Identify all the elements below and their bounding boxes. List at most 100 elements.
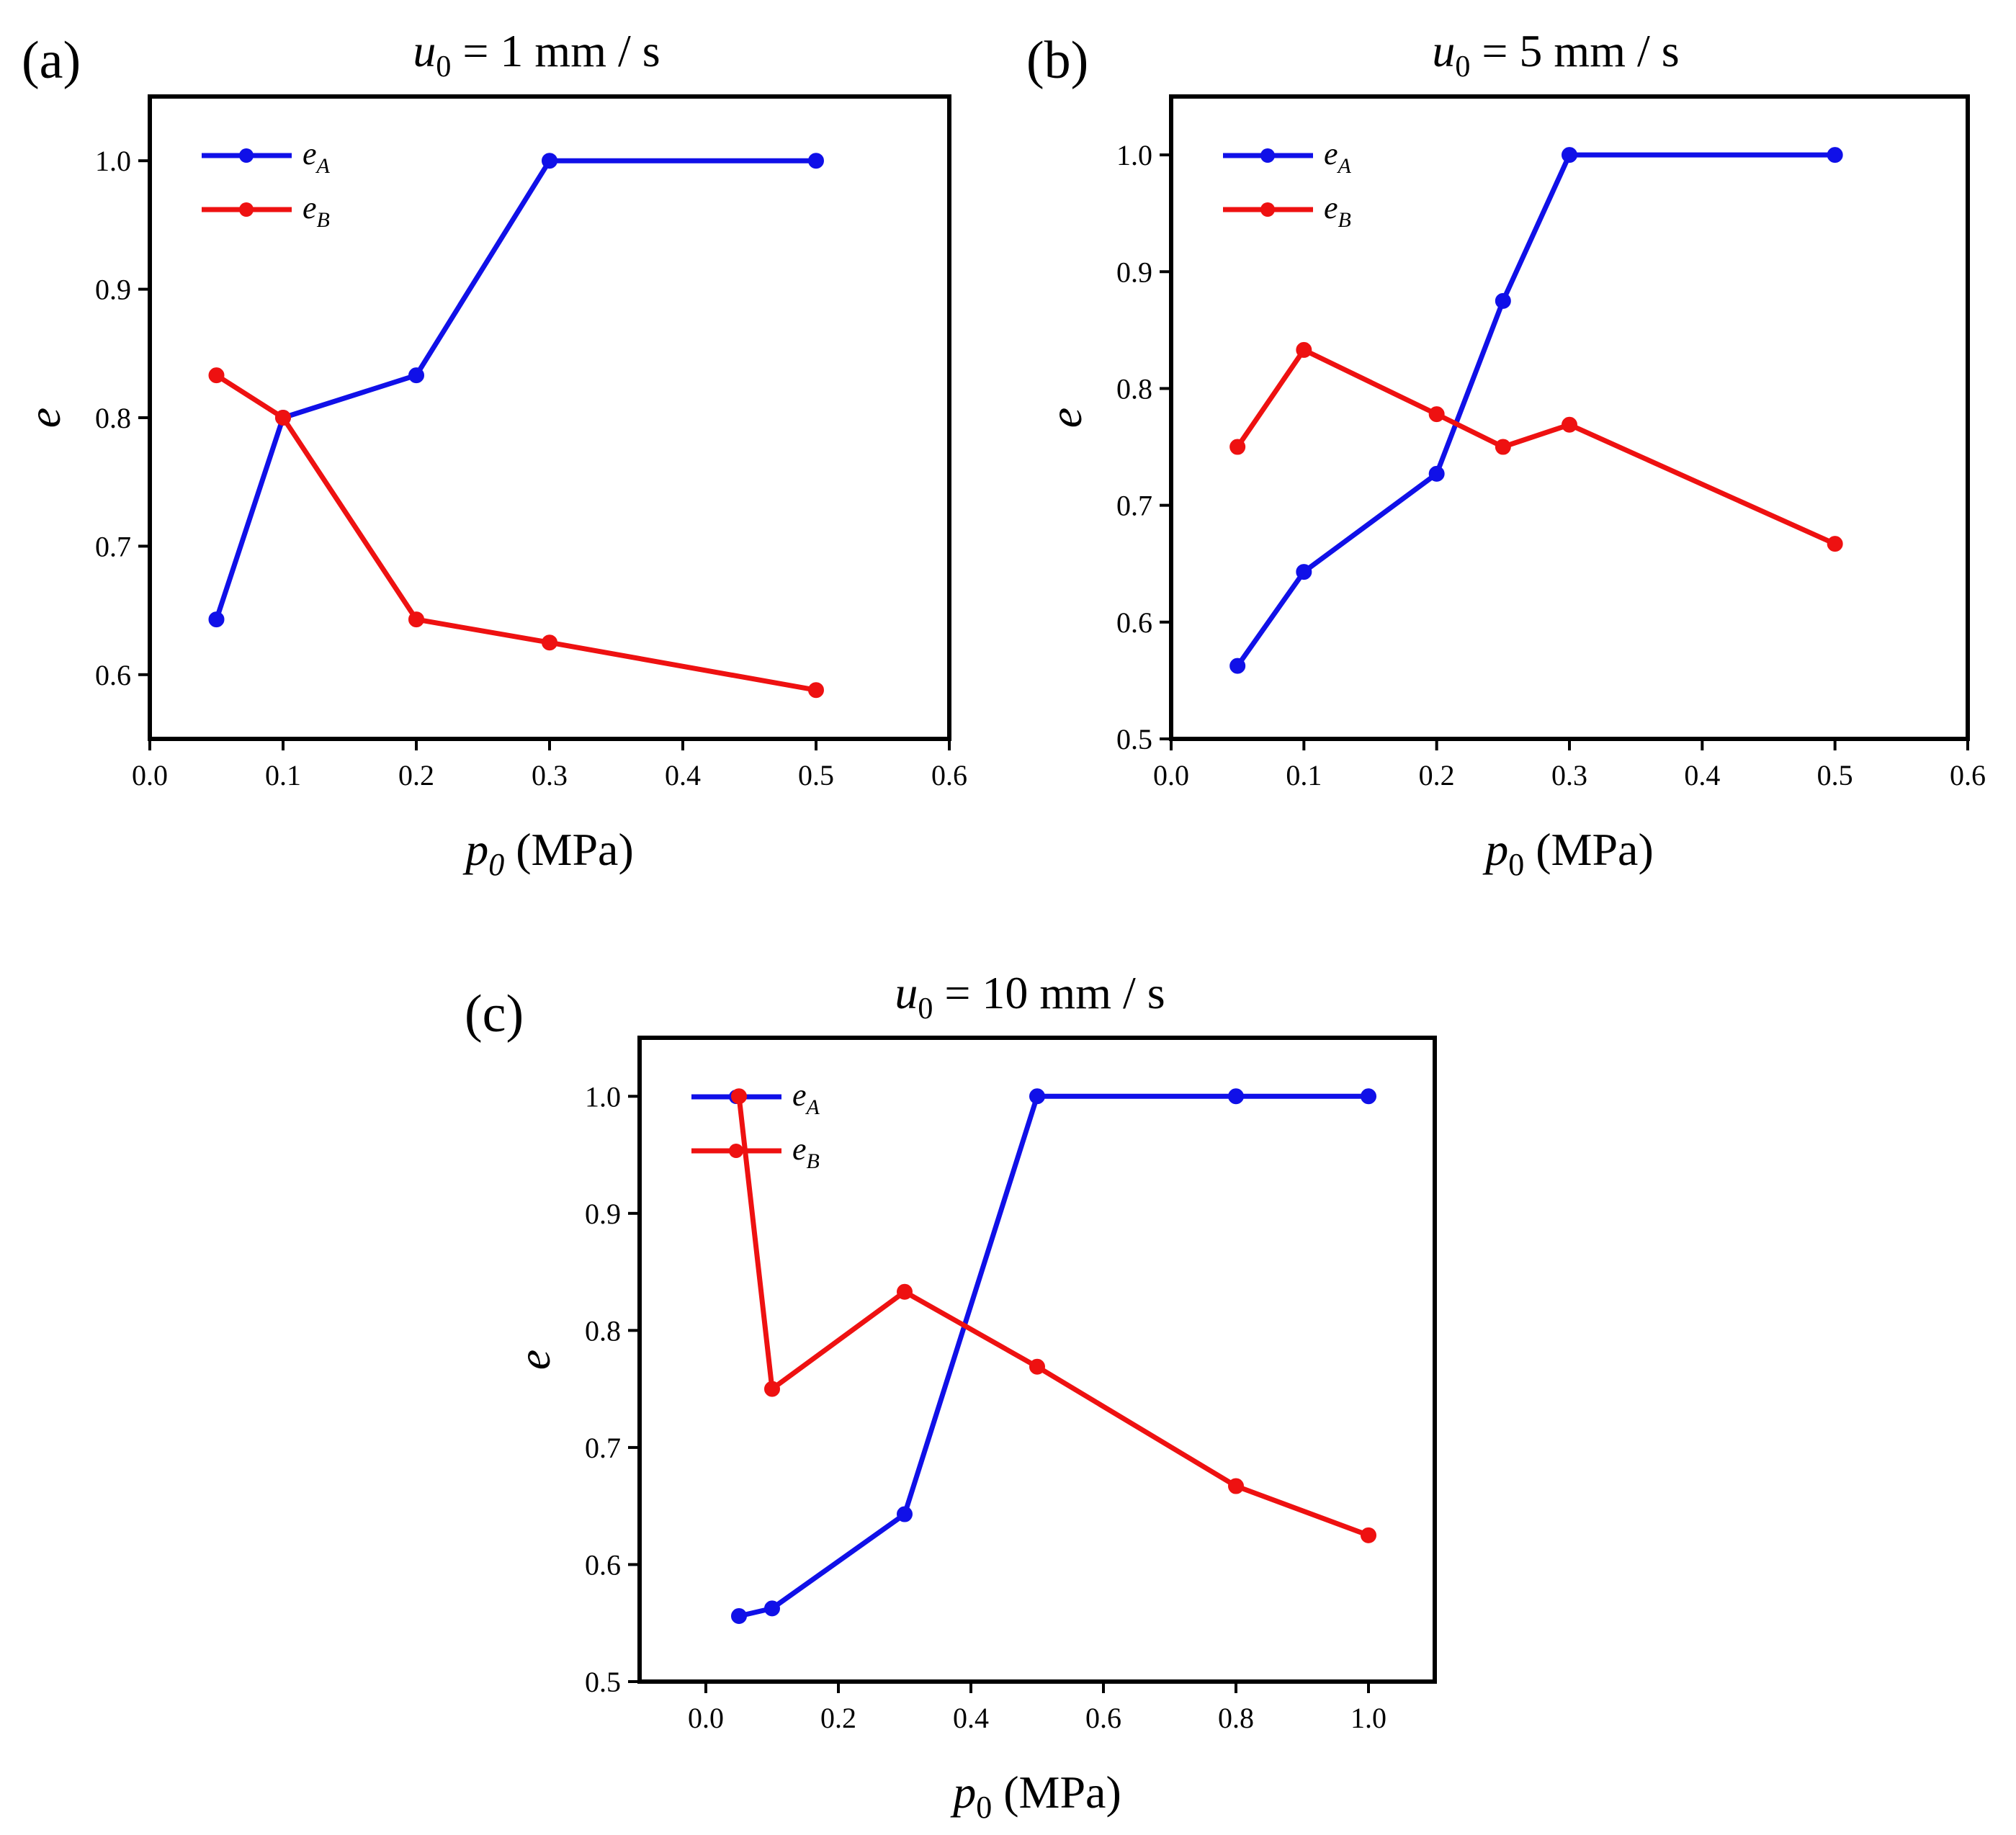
chart-panel-b: 0.0 0.1 0.2 0.3 0.4 0.5 0.6 0.5 0.6 0.7 0.8 0.9 1.0 p… — [1026, 25, 1986, 882]
legend-marker-e_B — [729, 1144, 743, 1158]
series-line-e_A — [1235, 152, 1835, 668]
panel-title: u0 = 10 mm / s — [895, 967, 1165, 1026]
plot-frame — [637, 1036, 1437, 1684]
x-tick-label: 0.4 — [665, 759, 701, 791]
data-point-e_B — [275, 410, 291, 426]
legend-label-e_A: eA — [792, 1077, 820, 1119]
y-tick-label: 0.8 — [585, 1314, 621, 1347]
x-axis-title: p0 (MPa) — [462, 824, 634, 882]
panel-title: u0 = 5 mm / s — [1432, 25, 1679, 84]
y-tick-label: 0.8 — [95, 402, 131, 434]
y-tick-label: 1.0 — [585, 1080, 621, 1113]
y-tick-label: 1.0 — [1116, 139, 1152, 171]
data-point-e_A — [808, 153, 824, 169]
data-point-e_A — [1562, 147, 1577, 163]
legend-marker-e_B — [239, 202, 254, 217]
data-point-e_A — [208, 611, 225, 628]
data-point-e_A — [1361, 1088, 1376, 1105]
series-line-e_A — [214, 158, 816, 621]
legend-marker-e_A — [239, 148, 254, 163]
legend-marker-e_A — [1260, 148, 1275, 163]
series-line-e_B — [736, 1095, 1370, 1538]
x-tick-label: 0.6 — [1950, 759, 1986, 791]
legend-label-e_B: eB — [303, 190, 330, 232]
data-point-e_B — [1562, 416, 1577, 433]
y-axis-title: e — [1040, 408, 1091, 428]
data-point-e_A — [408, 367, 424, 384]
chart-panel-a: 0.0 0.1 0.2 0.3 0.4 0.5 0.6 0.6 0.7 0.8 0.9 1.0 p0 (… — [19, 25, 967, 882]
y-tick-label: 0.6 — [585, 1548, 621, 1581]
chart-panel-c: 0.0 0.2 0.4 0.6 0.8 1.0 0.5 0.6 0.7 0.8 0.9 1.0 p0 (… — [465, 967, 1437, 1825]
y-tick-label: 0.9 — [95, 274, 131, 306]
data-point-e_B — [542, 634, 557, 651]
y-tick-label: 1.0 — [95, 145, 131, 177]
x-tick-label: 0.3 — [532, 759, 568, 791]
y-axis-title: e — [509, 1350, 560, 1370]
y-tick-label: 0.9 — [1116, 256, 1152, 288]
x-tick-label: 0.0 — [688, 1702, 724, 1734]
data-point-e_B — [897, 1283, 913, 1300]
x-axis-title: p0 (MPa) — [1482, 824, 1654, 882]
data-point-e_A — [1428, 465, 1445, 482]
x-tick-label: 0.4 — [953, 1702, 989, 1734]
legend-label-e_A: eA — [1324, 136, 1352, 178]
legend-marker-e_B — [1260, 202, 1275, 217]
data-point-e_B — [1029, 1358, 1045, 1375]
y-tick-label: 0.8 — [1116, 372, 1152, 405]
x-tick-label: 0.2 — [398, 759, 434, 791]
data-point-e_B — [1228, 1478, 1244, 1494]
data-point-e_A — [1029, 1088, 1045, 1105]
x-axis-title: p0 (MPa) — [950, 1767, 1121, 1825]
panel-title: u0 = 1 mm / s — [413, 25, 660, 84]
y-tick-label: 0.5 — [585, 1666, 621, 1698]
x-tick-label: 0.0 — [1153, 759, 1189, 791]
x-tick-label: 0.8 — [1218, 1702, 1254, 1734]
x-tick-label: 0.0 — [132, 759, 168, 791]
y-tick-label: 0.6 — [1116, 606, 1152, 639]
legend-label-e_B: eB — [792, 1131, 820, 1173]
x-tick-label: 0.6 — [931, 759, 967, 791]
x-tick-label: 0.1 — [1286, 759, 1322, 791]
legend-label-e_A: eA — [303, 136, 331, 178]
x-tick-label: 0.1 — [265, 759, 301, 791]
y-tick-label: 0.7 — [585, 1432, 621, 1464]
data-point-e_B — [408, 611, 424, 628]
y-tick-label: 0.7 — [1116, 490, 1152, 522]
data-point-e_A — [1296, 564, 1312, 580]
data-point-e_B — [731, 1088, 747, 1105]
data-point-e_A — [764, 1600, 780, 1617]
data-point-e_A — [1229, 658, 1246, 674]
data-point-e_B — [208, 367, 225, 384]
panel-label: (a) — [22, 31, 81, 90]
series-line-e_B — [1235, 347, 1837, 547]
x-tick-label: 0.5 — [1817, 759, 1853, 791]
data-point-e_B — [1229, 439, 1246, 455]
x-tick-label: 0.2 — [820, 1702, 856, 1734]
y-tick-label: 0.9 — [585, 1198, 621, 1230]
data-point-e_B — [1495, 439, 1511, 455]
data-point-e_A — [1228, 1088, 1244, 1105]
y-tick-label: 0.5 — [1116, 723, 1152, 755]
data-point-e_B — [764, 1381, 780, 1397]
y-tick-label: 0.7 — [95, 530, 131, 562]
panel-label: (b) — [1026, 31, 1088, 90]
y-tick-label: 0.6 — [95, 659, 131, 691]
x-tick-label: 1.0 — [1350, 1702, 1386, 1734]
data-point-e_A — [1495, 292, 1511, 309]
data-point-e_B — [808, 682, 824, 699]
data-point-e_B — [1428, 406, 1445, 423]
x-tick-label: 0.3 — [1551, 759, 1587, 791]
x-tick-label: 0.4 — [1684, 759, 1720, 791]
x-tick-label: 0.6 — [1085, 1702, 1121, 1734]
data-point-e_B — [1296, 341, 1312, 358]
data-point-e_A — [542, 153, 557, 169]
data-point-e_B — [1361, 1527, 1376, 1543]
series-line-e_B — [215, 373, 817, 693]
data-point-e_A — [731, 1607, 747, 1624]
panel-label: (c) — [465, 984, 524, 1044]
series-line-e_A — [738, 1093, 1368, 1619]
legend-label-e_B: eB — [1324, 190, 1351, 232]
x-tick-label: 0.2 — [1419, 759, 1455, 791]
data-point-e_A — [897, 1506, 913, 1522]
